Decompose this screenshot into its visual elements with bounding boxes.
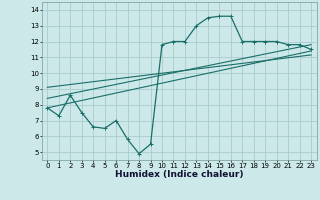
X-axis label: Humidex (Indice chaleur): Humidex (Indice chaleur) xyxy=(115,170,244,179)
